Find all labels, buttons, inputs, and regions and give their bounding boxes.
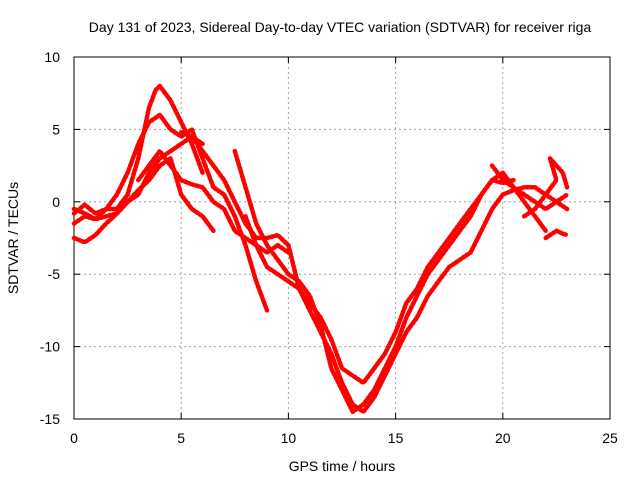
x-tick-label: 25 <box>602 430 618 446</box>
y-tick-label: 5 <box>52 121 60 137</box>
y-tick-labels: -15 -10 -5 0 5 10 <box>40 49 60 427</box>
y-tick-label: 0 <box>52 194 60 210</box>
y-tick-label: -15 <box>40 411 60 427</box>
x-tick-label: 10 <box>281 430 297 446</box>
x-tick-label: 15 <box>388 430 404 446</box>
y-tick-label: 10 <box>44 49 60 65</box>
chart-title: Day 131 of 2023, Sidereal Day-to-day VTE… <box>89 19 592 35</box>
axis-ticks <box>73 56 611 420</box>
series-track-3 <box>71 112 270 313</box>
series-track-11 <box>543 228 570 241</box>
series-track-4 <box>71 156 216 245</box>
grid-lines <box>74 57 610 419</box>
series-track-8 <box>243 185 570 415</box>
series-track-7 <box>232 148 548 415</box>
y-tick-label: -5 <box>48 266 61 282</box>
x-tick-label: 0 <box>70 430 78 446</box>
series-track-10 <box>521 156 570 219</box>
x-axis-label: GPS time / hours <box>289 458 396 474</box>
y-tick-label: -10 <box>40 339 60 355</box>
y-axis-label: SDTVAR / TECUs <box>5 182 21 294</box>
x-tick-labels: 0 5 10 15 20 25 <box>70 430 618 446</box>
series-track-9 <box>489 163 570 212</box>
x-tick-label: 5 <box>177 430 185 446</box>
data-series <box>71 83 570 415</box>
series-track-6 <box>178 130 516 386</box>
x-tick-label: 20 <box>495 430 511 446</box>
series-track-5 <box>136 148 291 255</box>
